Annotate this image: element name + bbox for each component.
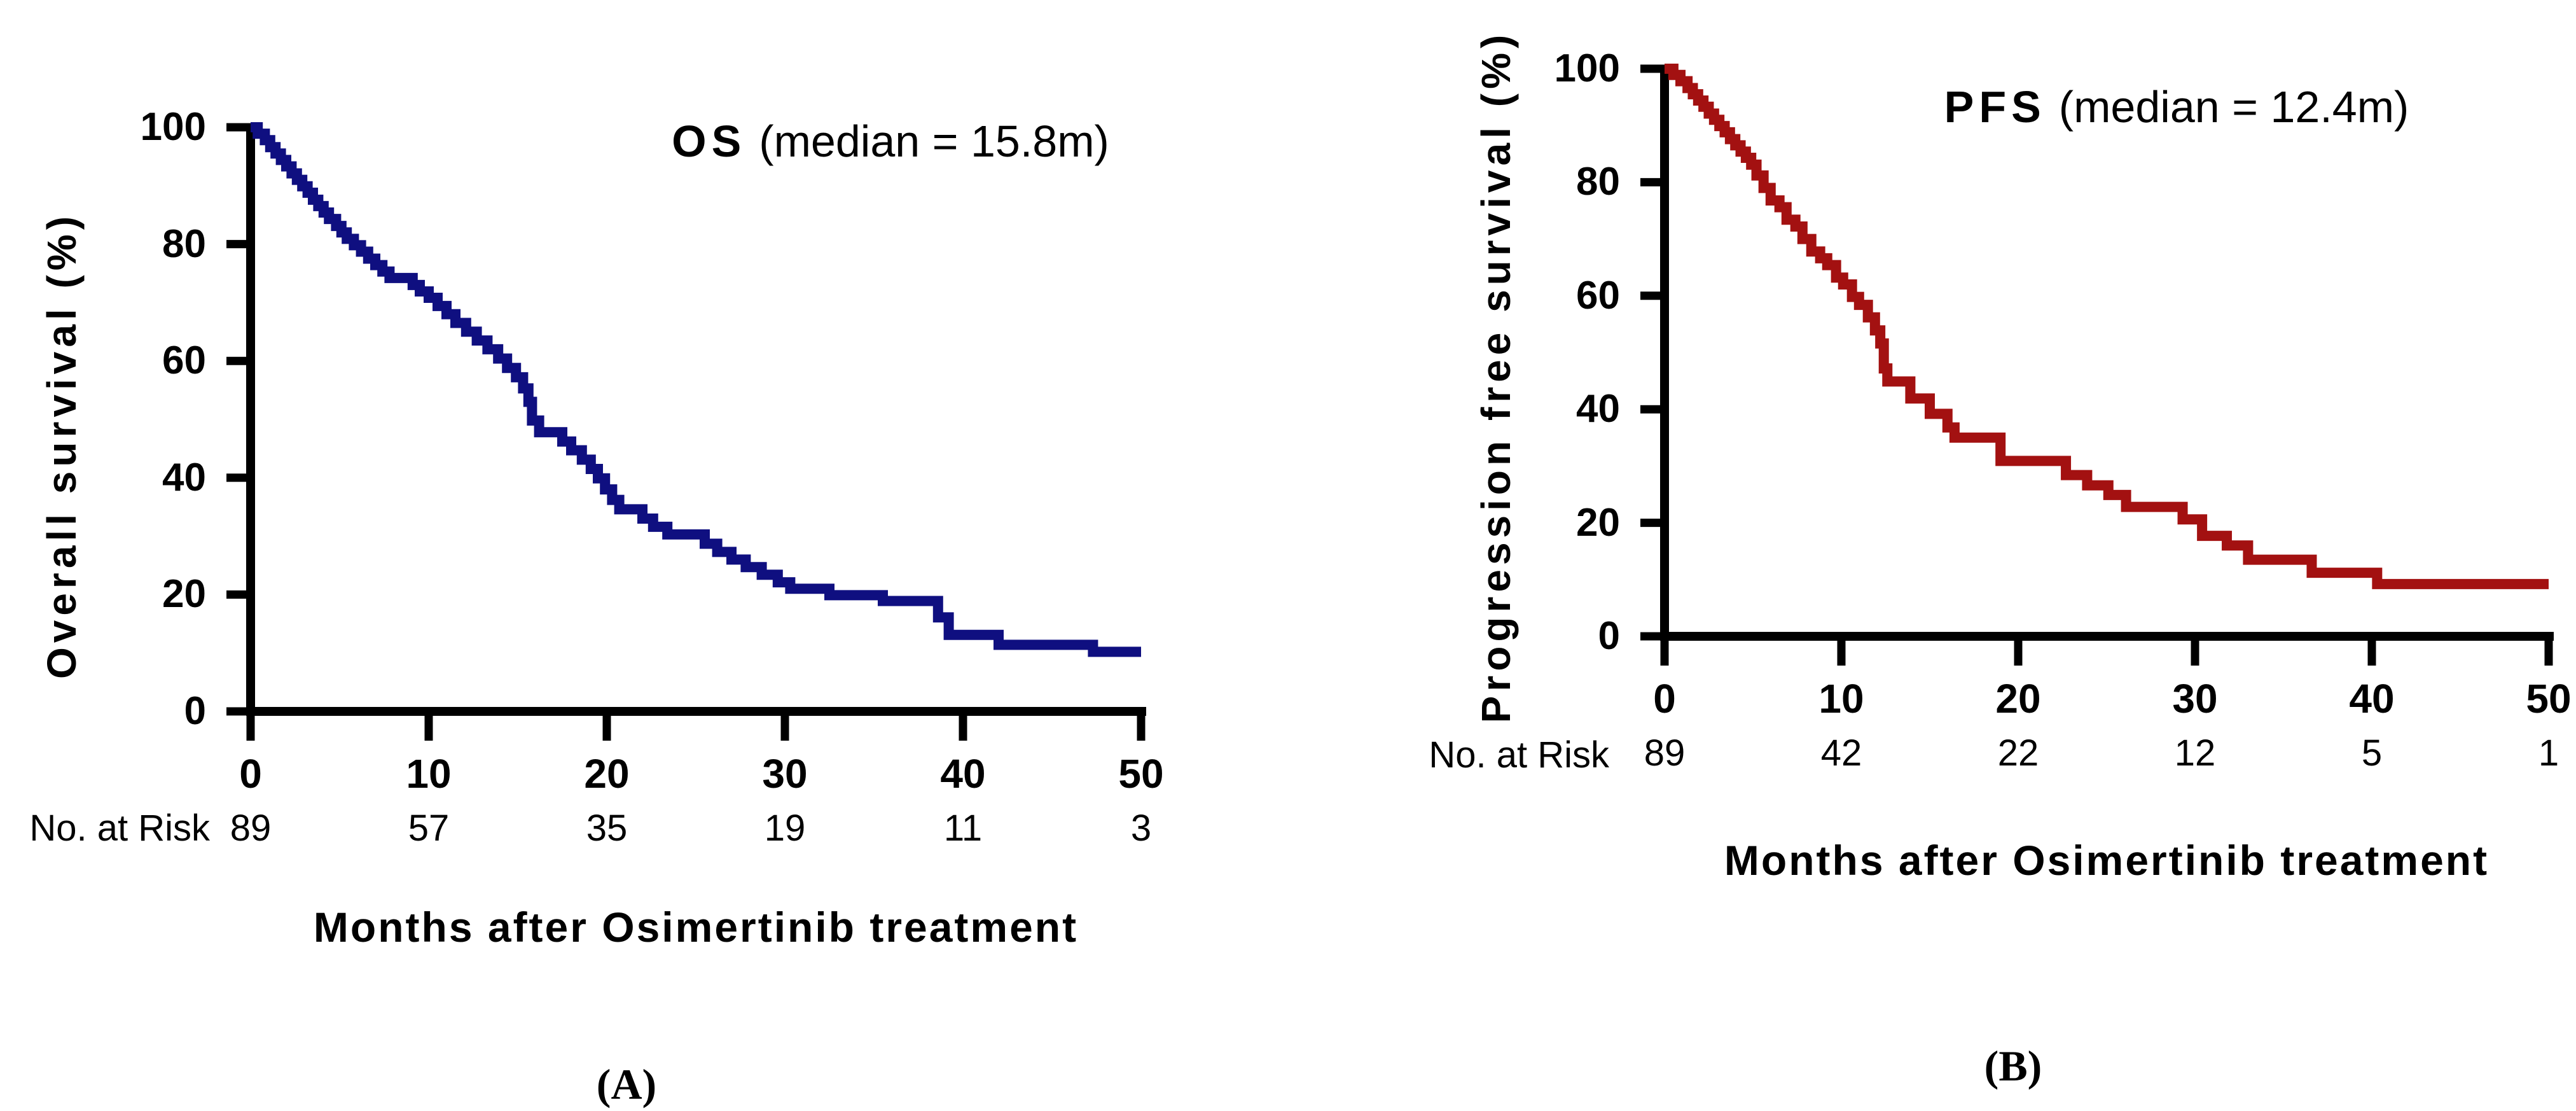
y-tick-label-B-100: 100 bbox=[1554, 46, 1620, 90]
y-tick-label-A-40: 40 bbox=[162, 455, 206, 500]
x-tick-label-B-40: 40 bbox=[2349, 676, 2395, 722]
panel-a-title: OS (median = 15.8m) bbox=[672, 119, 1109, 164]
risk-count-A-20: 35 bbox=[586, 807, 628, 849]
panel-a-x-axis-title: Months after Osimertinib treatment bbox=[313, 904, 1079, 951]
risk-count-B-50: 1 bbox=[2538, 732, 2559, 774]
km-curve-A bbox=[251, 122, 1141, 657]
x-tick-label-A-50: 50 bbox=[1118, 751, 1164, 797]
y-tick-label-A-60: 60 bbox=[162, 339, 206, 383]
y-tick-label-B-80: 80 bbox=[1576, 160, 1620, 204]
x-tick-label-B-50: 50 bbox=[2526, 676, 2572, 722]
km-curve-B bbox=[1665, 64, 2549, 589]
panel-a-letter: (A) bbox=[596, 1060, 657, 1108]
x-tick-label-B-0: 0 bbox=[1653, 676, 1676, 722]
y-tick-label-A-100: 100 bbox=[140, 105, 206, 149]
risk-count-A-50: 3 bbox=[1130, 807, 1152, 849]
x-tick-label-A-40: 40 bbox=[940, 751, 986, 797]
panel-b-title-bold: PFS bbox=[1944, 82, 2046, 132]
risk-count-B-30: 12 bbox=[2174, 732, 2216, 774]
risk-count-A-30: 19 bbox=[764, 807, 806, 849]
panel-a-title-bold: OS bbox=[672, 116, 747, 166]
x-tick-label-B-30: 30 bbox=[2172, 676, 2218, 722]
panel-b-title: PFS (median = 12.4m) bbox=[1944, 85, 2409, 129]
y-tick-label-A-20: 20 bbox=[162, 572, 206, 617]
y-tick-label-A-0: 0 bbox=[184, 689, 206, 733]
panel-b-x-axis-title: Months after Osimertinib treatment bbox=[1724, 837, 2489, 884]
y-tick-label-B-20: 20 bbox=[1576, 500, 1620, 545]
risk-count-A-40: 11 bbox=[943, 807, 983, 849]
panel-a-risk-label: No. at Risk bbox=[29, 807, 210, 849]
panel-b-letter: (B) bbox=[1984, 1042, 2042, 1090]
panel-b-title-median: (median = 12.4m) bbox=[2058, 82, 2409, 132]
x-tick-label-A-20: 20 bbox=[584, 751, 630, 797]
y-tick-label-B-0: 0 bbox=[1598, 614, 1620, 658]
x-tick-label-A-30: 30 bbox=[762, 751, 808, 797]
risk-count-B-40: 5 bbox=[2361, 732, 2383, 774]
x-tick-label-A-10: 10 bbox=[406, 751, 452, 797]
panel-b-risk-label: No. at Risk bbox=[1429, 734, 1609, 776]
risk-count-A-10: 57 bbox=[408, 807, 450, 849]
x-tick-label-B-20: 20 bbox=[1995, 676, 2041, 722]
y-tick-label-A-80: 80 bbox=[162, 221, 206, 266]
panel-a-title-median: (median = 15.8m) bbox=[759, 116, 1109, 166]
y-tick-label-B-60: 60 bbox=[1576, 273, 1620, 318]
risk-count-B-10: 42 bbox=[1820, 732, 1862, 774]
x-tick-label-B-10: 10 bbox=[1818, 676, 1864, 722]
risk-count-A-0: 89 bbox=[230, 807, 272, 849]
x-tick-label-A-0: 0 bbox=[239, 751, 262, 797]
risk-count-B-20: 22 bbox=[1997, 732, 2039, 774]
y-tick-label-B-40: 40 bbox=[1576, 387, 1620, 431]
risk-count-B-0: 89 bbox=[1644, 732, 1686, 774]
